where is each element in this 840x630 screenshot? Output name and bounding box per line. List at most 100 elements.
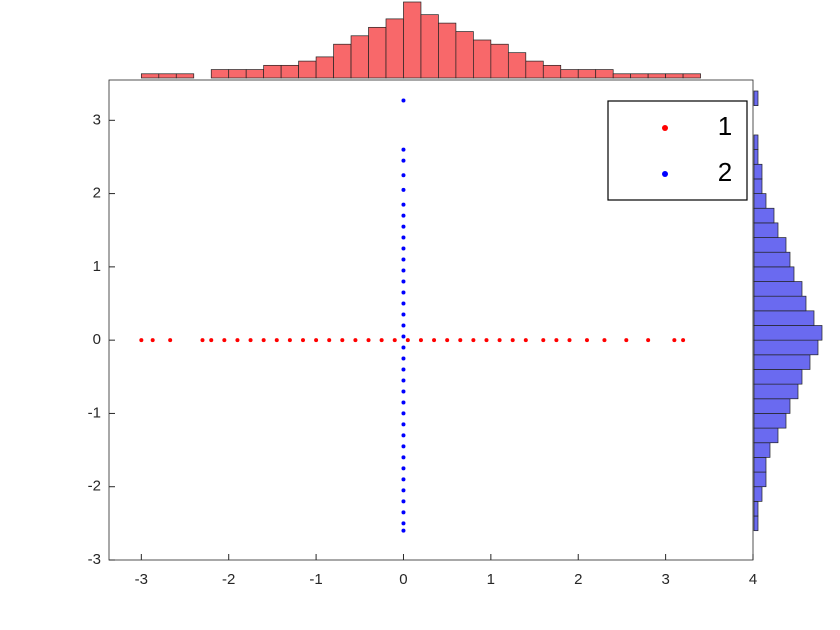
point [401, 378, 406, 383]
point [523, 338, 528, 343]
point [567, 338, 572, 343]
point [484, 338, 489, 343]
hist-bar [647, 73, 666, 79]
x-tick-label: 0 [399, 571, 407, 588]
hist-bar [228, 69, 247, 79]
point [401, 301, 406, 306]
y-tick-label: 0 [93, 331, 101, 348]
point [624, 338, 629, 343]
hist-bar [753, 222, 779, 238]
hist-bar [753, 369, 803, 385]
point [287, 338, 292, 343]
hist-bar [420, 14, 439, 79]
hist-bar [140, 73, 160, 79]
point [401, 389, 406, 394]
hist-bar [245, 69, 265, 79]
hist-bar [455, 31, 474, 79]
point [392, 338, 397, 343]
point [672, 338, 677, 343]
point [510, 338, 515, 343]
hist-bar [753, 178, 763, 194]
hist-bar [753, 295, 807, 312]
x-tick-label: -3 [135, 571, 148, 588]
hist-bar [577, 69, 597, 79]
point [401, 477, 406, 482]
point [401, 312, 406, 317]
point [401, 400, 406, 405]
hist-bar [753, 457, 767, 473]
point [401, 466, 406, 471]
point [274, 338, 279, 343]
point [401, 246, 406, 251]
x-tick-label: -1 [309, 571, 322, 588]
legend-marker [662, 171, 668, 177]
hist-bar [753, 354, 811, 370]
point [222, 338, 227, 343]
point [200, 338, 205, 343]
point [401, 510, 406, 515]
hist-bar [263, 64, 282, 79]
hist-bar [753, 427, 779, 444]
point [405, 338, 410, 343]
point [300, 338, 305, 343]
hist-bar [753, 266, 795, 282]
hist-bar [753, 149, 759, 165]
point [401, 411, 406, 416]
hist-bar [507, 52, 527, 79]
hist-bar [525, 60, 544, 79]
x-tick-label: 3 [661, 571, 669, 588]
point [401, 323, 406, 328]
hist-bar [753, 237, 787, 253]
hist-bar [753, 398, 791, 414]
point [401, 213, 406, 218]
point [401, 268, 406, 273]
point [314, 338, 319, 343]
point [681, 338, 686, 343]
hist-bar [753, 207, 775, 224]
hist-bar [753, 383, 799, 400]
hist-bar [280, 64, 299, 79]
hist-bar [612, 73, 632, 79]
point [379, 338, 384, 343]
point [541, 338, 546, 343]
point [401, 202, 406, 207]
point [401, 158, 406, 163]
point [168, 338, 173, 343]
point [401, 499, 406, 504]
hist-bar [753, 163, 763, 180]
legend-label: 1 [718, 111, 732, 141]
y-tick-label: -2 [88, 478, 101, 495]
hist-bar [298, 60, 317, 79]
y-tick-label: 3 [93, 111, 101, 128]
legend-label: 2 [718, 157, 732, 187]
hist-bar [210, 69, 230, 79]
point [401, 422, 406, 427]
point [209, 338, 214, 343]
point [401, 235, 406, 240]
point [248, 338, 253, 343]
x-tick-label: -2 [222, 571, 235, 588]
y-tick-label: 1 [93, 258, 101, 275]
hist-bar [753, 442, 771, 458]
hist-bar [753, 339, 819, 356]
y-tick-label: -3 [88, 551, 101, 568]
point [401, 488, 406, 493]
x-tick-label: 2 [574, 571, 582, 588]
point [432, 338, 437, 343]
hist-bar [560, 69, 579, 79]
hist-bar [630, 73, 649, 79]
hist-bar [753, 486, 763, 502]
point [366, 338, 371, 343]
point [401, 433, 406, 438]
hist-bar [753, 515, 759, 532]
y-tick-label: -1 [88, 404, 101, 421]
hist-bar [368, 26, 387, 79]
point [401, 187, 406, 192]
hist-bar [490, 43, 509, 79]
hist-bar [333, 43, 352, 79]
hist-bar [315, 56, 334, 79]
point [458, 338, 463, 343]
hist-bar [158, 73, 177, 79]
point [401, 279, 406, 284]
hist-bar [438, 22, 457, 79]
